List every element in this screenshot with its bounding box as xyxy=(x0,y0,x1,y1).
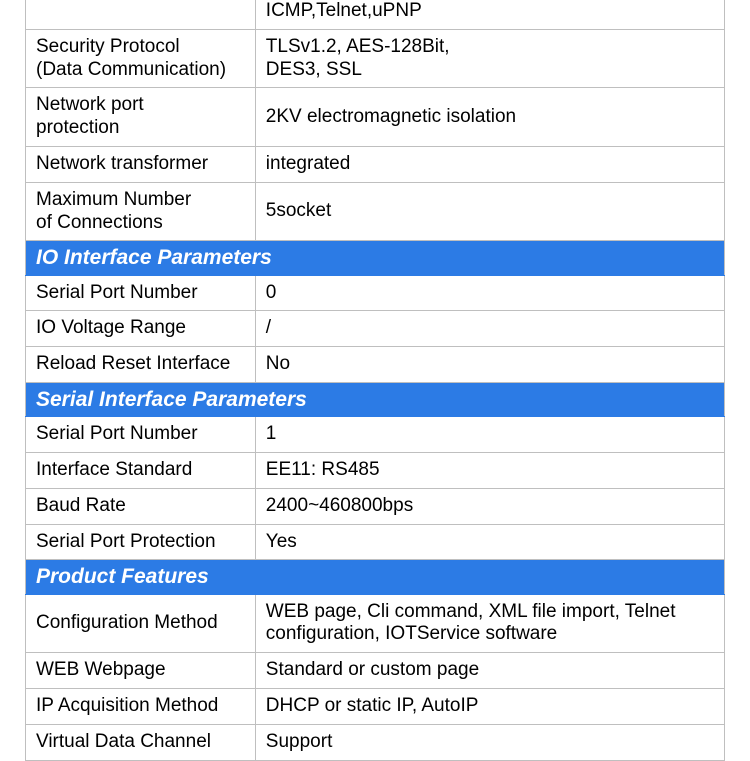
row-label: Maximum Numberof Connections xyxy=(26,182,256,241)
table-row: IP Acquisition MethodDHCP or static IP, … xyxy=(26,688,725,724)
row-label: Configuration Method xyxy=(26,594,256,653)
row-value: No xyxy=(255,347,724,383)
row-label: Security Protocol(Data Communication) xyxy=(26,29,256,88)
row-label: Interface Standard xyxy=(26,452,256,488)
section-header: Serial Interface Parameters xyxy=(26,382,725,416)
section-header: IO Interface Parameters xyxy=(26,241,725,275)
spec-table: ICMP,Telnet,uPNPSecurity Protocol(Data C… xyxy=(25,0,725,761)
row-value: TLSv1.2, AES-128Bit,DES3, SSL xyxy=(255,29,724,88)
row-label xyxy=(26,0,256,29)
section-title: Product Features xyxy=(26,560,725,594)
section-title: IO Interface Parameters xyxy=(26,241,725,275)
row-value: DHCP or static IP, AutoIP xyxy=(255,688,724,724)
table-row: Network transformerintegrated xyxy=(26,146,725,182)
row-label: Serial Port Protection xyxy=(26,524,256,560)
table-row: Serial Port Number0 xyxy=(26,275,725,311)
row-value: Yes xyxy=(255,524,724,560)
row-value: 2KV electromagnetic isolation xyxy=(255,88,724,147)
row-value: 2400~460800bps xyxy=(255,488,724,524)
row-value: EE11: RS485 xyxy=(255,452,724,488)
row-label: Serial Port Number xyxy=(26,275,256,311)
spec-table-body: ICMP,Telnet,uPNPSecurity Protocol(Data C… xyxy=(26,0,725,760)
row-value: Standard or custom page xyxy=(255,653,724,689)
row-label: IO Voltage Range xyxy=(26,311,256,347)
row-label: Reload Reset Interface xyxy=(26,347,256,383)
row-value: integrated xyxy=(255,146,724,182)
table-row: ICMP,Telnet,uPNP xyxy=(26,0,725,29)
row-value: Support xyxy=(255,724,724,760)
table-row: Serial Port Number1 xyxy=(26,417,725,453)
section-title: Serial Interface Parameters xyxy=(26,382,725,416)
table-row: Virtual Data ChannelSupport xyxy=(26,724,725,760)
row-value: / xyxy=(255,311,724,347)
section-header: Product Features xyxy=(26,560,725,594)
table-row: Baud Rate2400~460800bps xyxy=(26,488,725,524)
table-row: Configuration MethodWEB page, Cli comman… xyxy=(26,594,725,653)
table-row: Interface StandardEE11: RS485 xyxy=(26,452,725,488)
row-label: Serial Port Number xyxy=(26,417,256,453)
table-row: IO Voltage Range/ xyxy=(26,311,725,347)
row-label: Virtual Data Channel xyxy=(26,724,256,760)
row-value: 0 xyxy=(255,275,724,311)
row-value: WEB page, Cli command, XML file import, … xyxy=(255,594,724,653)
table-row: Security Protocol(Data Communication)TLS… xyxy=(26,29,725,88)
row-label: WEB Webpage xyxy=(26,653,256,689)
row-label: Network transformer xyxy=(26,146,256,182)
table-row: Maximum Numberof Connections5socket xyxy=(26,182,725,241)
row-label: IP Acquisition Method xyxy=(26,688,256,724)
table-row: WEB WebpageStandard or custom page xyxy=(26,653,725,689)
row-value: 5socket xyxy=(255,182,724,241)
row-label: Network portprotection xyxy=(26,88,256,147)
row-label: Baud Rate xyxy=(26,488,256,524)
table-row: Serial Port ProtectionYes xyxy=(26,524,725,560)
row-value: ICMP,Telnet,uPNP xyxy=(255,0,724,29)
row-value: 1 xyxy=(255,417,724,453)
table-row: Network portprotection2KV electromagneti… xyxy=(26,88,725,147)
table-row: Reload Reset InterfaceNo xyxy=(26,347,725,383)
